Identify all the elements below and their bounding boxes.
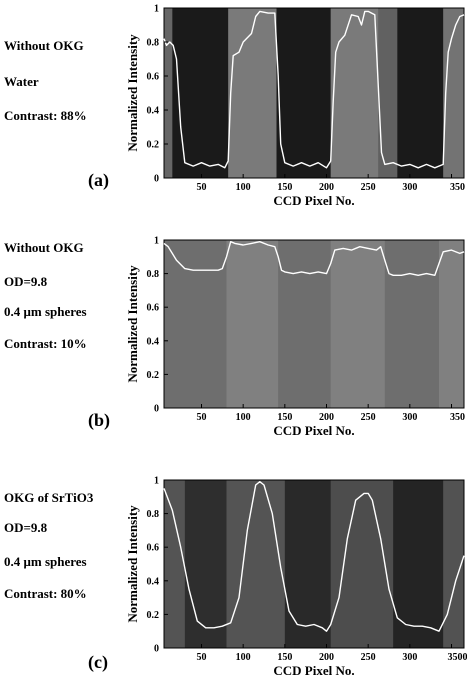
x-tick-label: 300 (402, 412, 417, 423)
x-axis-label: CCD Pixel No. (273, 423, 354, 438)
panel-label-b: (b) (88, 410, 110, 430)
note-condition: Without OKG (4, 38, 84, 53)
y-tick-label: 0.8 (147, 269, 160, 280)
x-tick-label: 50 (197, 412, 207, 423)
image-band (439, 240, 465, 408)
note-material-text: OKG of SrTiO3 (4, 490, 94, 505)
image-band (393, 480, 444, 648)
y-tick-label: 1 (154, 236, 159, 247)
image-band (330, 240, 386, 408)
y-tick-label: 0.8 (147, 509, 160, 520)
x-tick-label: 250 (361, 652, 376, 663)
x-tick-label: 150 (277, 412, 292, 423)
image-band (378, 8, 398, 178)
image-band (330, 8, 379, 178)
y-tick-label: 0 (154, 644, 159, 655)
note-contrast: Contrast: 88% (4, 108, 87, 123)
y-axis-label: Normalized Intensity (125, 265, 140, 383)
intensity-line (163, 10, 465, 169)
note-particles: 0.4 μm spheres (4, 554, 87, 569)
image-band (330, 480, 394, 648)
y-tick-label: 0.6 (147, 72, 160, 83)
plot-frame (163, 239, 465, 409)
x-tick-label: 200 (319, 412, 334, 423)
y-tick-label: 0.2 (147, 370, 160, 381)
x-tick-label: 100 (236, 652, 251, 663)
x-tick-label: 300 (402, 652, 417, 663)
x-tick-label: 200 (319, 182, 334, 193)
image-band (228, 8, 277, 178)
note-optical-density: OD=9.8 (4, 274, 48, 289)
chart-c: 50 100 150 200 250 300 3500 0 0.2 0.4 0.6 0.8 1 CCD P… (125, 476, 467, 679)
image-band (226, 480, 286, 648)
x-tick-label: 200 (319, 652, 334, 663)
image-band (397, 8, 444, 178)
note-optical-density: OD=9.8 (4, 520, 48, 535)
x-tick-label: 50 (197, 182, 207, 193)
chart-a: 50 100 150 200 250 300 350 0 0.2 0.4 0.6 0.8 1 CCD Pi… (125, 4, 465, 209)
note-condition: Without OKG (4, 240, 84, 255)
y-tick-label: 0 (154, 404, 159, 415)
image-band (276, 8, 332, 178)
x-tick-label: 3500 (448, 652, 467, 663)
note-medium: Water (4, 74, 39, 89)
intensity-line (163, 481, 465, 632)
y-tick-label: 0.2 (147, 140, 160, 151)
image-band (278, 240, 332, 408)
note-particles: 0.4 μm spheres (4, 304, 87, 319)
y-tick-label: 1 (154, 476, 159, 487)
x-tick-label: 100 (236, 182, 251, 193)
image-band (164, 8, 173, 178)
panel-label-a: (a) (88, 170, 109, 190)
x-tick-label: 350 (450, 182, 465, 193)
plot-frame (163, 479, 465, 649)
x-tick-label: 300 (402, 182, 417, 193)
x-tick-label: 150 (277, 652, 292, 663)
y-tick-label: 1 (154, 4, 159, 15)
x-tick-label: 100 (236, 412, 251, 423)
y-axis-label: Normalized Intensity (125, 505, 140, 623)
y-tick-label: 0.6 (147, 303, 160, 314)
image-band (284, 480, 332, 648)
image-band (172, 8, 229, 178)
x-axis-label: CCD Pixel No. (273, 663, 354, 678)
x-tick-label: 150 (277, 182, 292, 193)
image-band (164, 240, 227, 408)
note-contrast: Contrast: 80% (4, 586, 87, 601)
plot-frame (163, 7, 465, 179)
y-tick-label: 0.4 (147, 576, 160, 587)
image-band (443, 480, 465, 648)
y-tick-label: 0.2 (147, 610, 160, 621)
panel-b: Without OKG OD=9.8 0.4 μm spheres Contra… (0, 226, 467, 448)
note-contrast: Contrast: 10% (4, 336, 87, 351)
note-material: OKG of SrTiO3 (4, 490, 93, 506)
intensity-line (163, 240, 465, 276)
image-band (184, 480, 227, 648)
image-band (384, 240, 440, 408)
image-band (226, 240, 279, 408)
y-tick-label: 0.4 (147, 106, 160, 117)
y-tick-label: 0.6 (147, 543, 160, 554)
x-tick-label: 250 (361, 412, 376, 423)
panel-label-c: (c) (88, 652, 108, 672)
y-tick-label: 0.4 (147, 336, 160, 347)
y-tick-label: 0 (154, 174, 159, 185)
y-tick-label: 0.8 (147, 38, 160, 49)
chart-b: 50 100 150 200 250 300 350 0 0.2 0.4 0.6 0.8 1 CCD Pi… (125, 236, 465, 439)
panel-c: OKG of SrTiO3 OD=9.8 0.4 μm spheres Cont… (0, 458, 467, 679)
image-band (164, 480, 186, 648)
x-tick-label: 250 (361, 182, 376, 193)
y-axis-label: Normalized Intensity (125, 34, 140, 152)
panel-a: Without OKG Water Contrast: 88% (a) 50 10… (0, 0, 467, 222)
x-tick-label: 350 (450, 412, 465, 423)
x-tick-label: 50 (197, 652, 207, 663)
x-axis-label: CCD Pixel No. (273, 193, 354, 208)
